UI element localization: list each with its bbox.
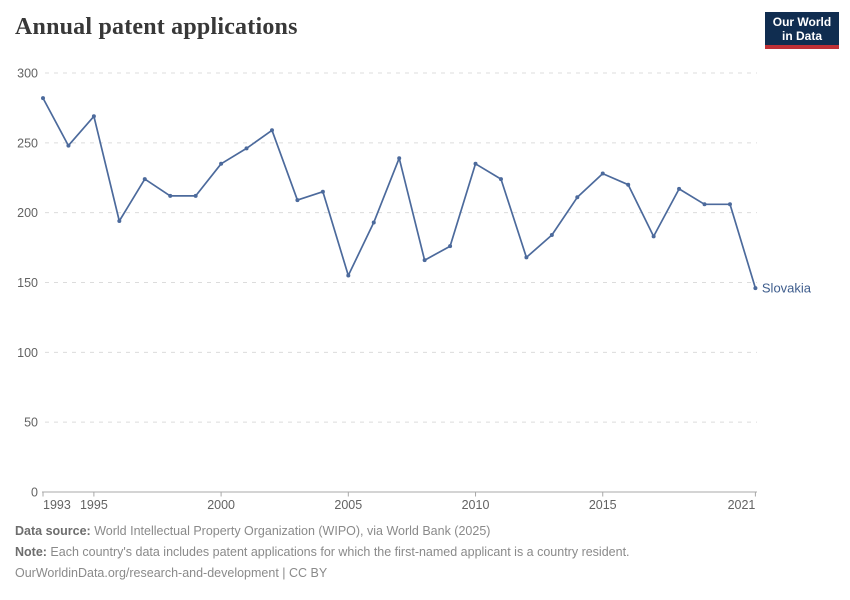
- data-point-2016: [626, 182, 631, 187]
- data-point-2020: [727, 202, 732, 207]
- data-point-2001: [244, 146, 249, 151]
- citation-separator: |: [278, 566, 289, 580]
- owid-logo-line2: in Data: [781, 28, 822, 43]
- data-point-2000: [219, 161, 224, 166]
- note-text: Each country's data includes patent appl…: [46, 545, 630, 559]
- x-axis-tick-label: 2010: [462, 498, 490, 512]
- owid-logo-line1: Our World: [772, 14, 832, 29]
- data-point-1999: [193, 193, 198, 198]
- data-point-2005: [346, 273, 351, 278]
- x-axis-tick-label: 1995: [80, 498, 108, 512]
- entity-label: Slovakia: [762, 281, 812, 296]
- data-point-2008: [422, 258, 427, 263]
- x-axis-tick-label: 2015: [589, 498, 617, 512]
- data-point-1995: [91, 114, 96, 119]
- data-point-1998: [168, 193, 173, 198]
- y-axis-tick-label: 250: [17, 136, 38, 150]
- series-line-slovakia: [42, 97, 757, 289]
- x-axis-tick-label: 2005: [334, 498, 362, 512]
- data-point-2009: [448, 244, 453, 249]
- data-point-1997: [142, 177, 147, 182]
- x-axis-tick-label: 2000: [207, 498, 235, 512]
- note-label: Note:: [15, 545, 47, 559]
- data-point-2013: [549, 233, 554, 238]
- data-point-2010: [473, 161, 478, 166]
- data-point-1993: [41, 96, 45, 101]
- data-point-2019: [702, 202, 707, 207]
- data-point-2006: [371, 220, 376, 225]
- owid-url: OurWorldinData.org/research-and-developm…: [15, 566, 279, 580]
- data-point-2015: [600, 171, 605, 176]
- y-axis-tick-label: 50: [24, 416, 38, 430]
- chart-footer: Data source: World Intellectual Property…: [15, 521, 835, 584]
- page-title: Annual patent applications: [15, 14, 298, 40]
- license-label: CC BY: [289, 566, 328, 580]
- data-source-text: World Intellectual Property Organization…: [90, 524, 491, 538]
- data-point-2014: [575, 195, 580, 200]
- note-line: Note: Each country's data includes paten…: [15, 542, 835, 563]
- data-point-1996: [117, 219, 122, 224]
- data-source-line: Data source: World Intellectual Property…: [15, 521, 835, 542]
- x-axis-tick-label: 1993: [43, 498, 71, 512]
- y-axis-tick-label: 0: [31, 486, 38, 500]
- owid-logo[interactable]: Our World in Data: [765, 12, 839, 49]
- data-point-2021: [753, 286, 758, 291]
- data-point-2007: [397, 156, 402, 161]
- data-point-2018: [677, 186, 682, 191]
- data-point-2012: [524, 255, 529, 260]
- data-point-2011: [498, 177, 503, 182]
- y-axis-tick-label: 300: [17, 67, 38, 81]
- data-point-2003: [295, 198, 300, 203]
- data-source-label: Data source:: [15, 524, 91, 538]
- data-point-2017: [651, 234, 656, 239]
- y-axis-tick-label: 200: [17, 206, 38, 220]
- data-point-2004: [320, 189, 325, 194]
- y-axis-tick-label: 150: [17, 276, 38, 290]
- y-axis-tick-label: 100: [17, 346, 38, 360]
- data-point-1994: [66, 143, 71, 148]
- x-axis-tick-label: 2021: [728, 498, 756, 512]
- data-point-2002: [269, 128, 274, 133]
- citation-line: OurWorldinData.org/research-and-developm…: [15, 563, 835, 584]
